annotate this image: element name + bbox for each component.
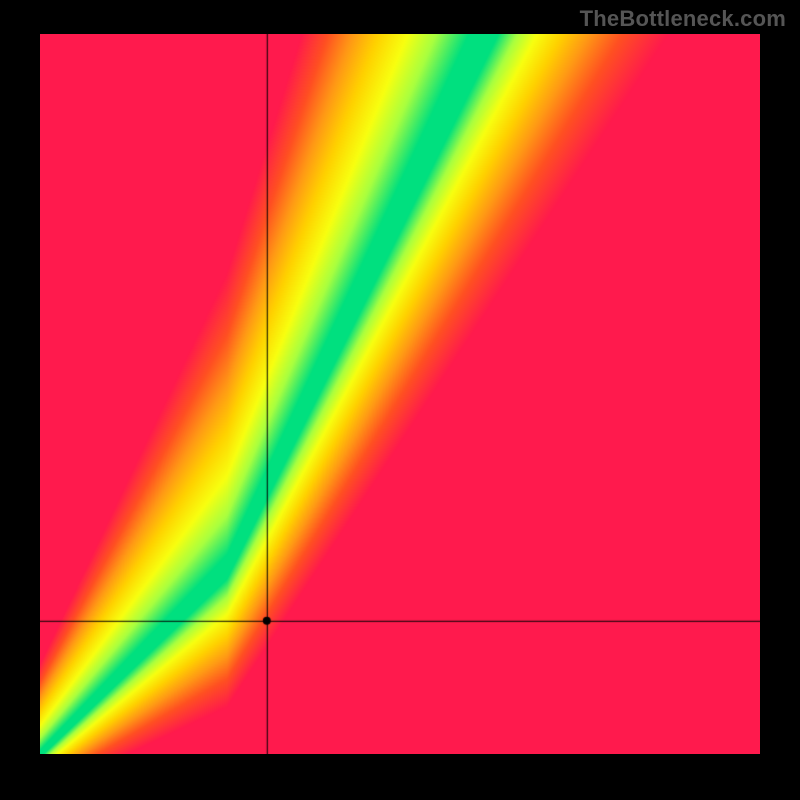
watermark-text: TheBottleneck.com xyxy=(580,6,786,32)
bottleneck-heatmap xyxy=(40,34,760,754)
heatmap-canvas xyxy=(40,34,760,754)
